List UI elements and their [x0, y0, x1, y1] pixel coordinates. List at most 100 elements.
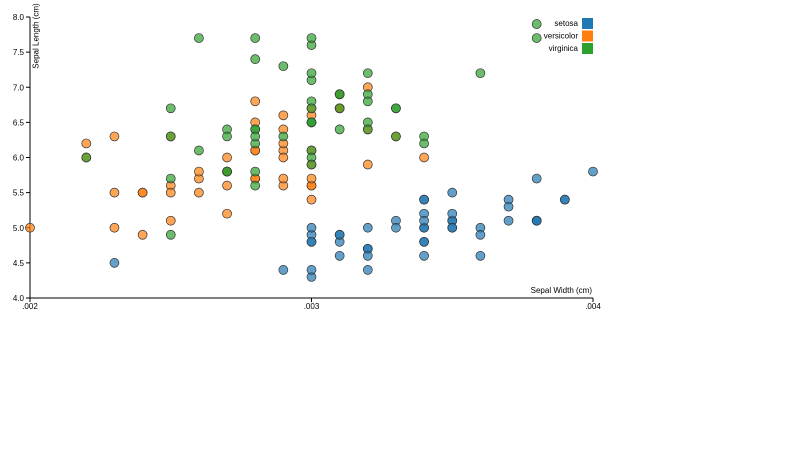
point [109, 222, 120, 233]
point [334, 124, 345, 135]
legend-label: versicolor [544, 32, 579, 41]
point [165, 187, 176, 198]
point [503, 201, 514, 212]
legend-swatch [582, 43, 593, 54]
point [334, 103, 345, 114]
point [165, 173, 176, 184]
point [81, 152, 92, 163]
point [250, 54, 261, 65]
point [362, 96, 373, 107]
x-tick-label: .002 [22, 302, 38, 311]
y-tick-label: 5.0 [13, 224, 25, 233]
y-tick-label: 6.5 [13, 118, 25, 127]
legend-swatch [582, 30, 593, 42]
point [278, 265, 289, 275]
x-tick-label: .004 [585, 302, 601, 311]
point [419, 236, 429, 247]
point [419, 152, 429, 163]
y-tick-label: 6.0 [13, 154, 25, 163]
point [391, 222, 401, 233]
point [306, 103, 317, 114]
x-axis-title: Sepal Width (cm) [531, 286, 593, 295]
point [222, 180, 232, 191]
legend-swatch [582, 18, 593, 29]
point [362, 159, 373, 170]
point [391, 103, 401, 114]
point [362, 265, 373, 275]
point [334, 229, 345, 240]
point [109, 131, 120, 142]
point [419, 194, 429, 205]
point [25, 222, 35, 233]
point [250, 180, 261, 191]
point [306, 159, 317, 170]
point [306, 68, 317, 79]
point [250, 33, 261, 43]
y-tick-label: 4.5 [13, 259, 25, 268]
point [447, 187, 458, 198]
point [278, 173, 289, 184]
point [306, 117, 317, 128]
point [109, 258, 120, 268]
point [362, 124, 373, 135]
y-tick-label: 7.5 [13, 48, 25, 57]
point [531, 19, 542, 29]
point [306, 236, 317, 247]
point [447, 208, 458, 219]
point [81, 138, 92, 149]
point [278, 152, 289, 163]
point [194, 166, 204, 177]
x-tick-label: .003 [304, 302, 320, 311]
point [559, 194, 570, 205]
point [475, 68, 486, 79]
point [137, 187, 148, 198]
point [194, 145, 204, 156]
y-tick-label: 4.0 [13, 294, 25, 303]
point [419, 251, 429, 261]
legend-label: virginica [549, 44, 579, 53]
point [165, 131, 176, 142]
point [391, 131, 401, 142]
point [222, 131, 232, 142]
point [250, 166, 261, 177]
y-axis-title: Sepal Length (cm) [32, 3, 41, 69]
point [194, 33, 204, 43]
point [165, 229, 176, 240]
point [475, 229, 486, 240]
point [222, 208, 232, 219]
y-tick-label: 8.0 [13, 13, 25, 22]
point [278, 110, 289, 121]
point [165, 215, 176, 226]
point [362, 68, 373, 79]
point [447, 222, 458, 233]
point [137, 229, 148, 240]
point [250, 96, 261, 107]
point [250, 131, 261, 142]
point [306, 265, 317, 275]
y-tick-label: 7.0 [13, 83, 25, 92]
point [306, 33, 317, 43]
point [306, 222, 317, 233]
point [531, 173, 542, 184]
point [419, 215, 429, 226]
point [503, 215, 514, 226]
point [194, 187, 204, 198]
point [588, 166, 598, 177]
point [222, 152, 232, 163]
point [306, 194, 317, 205]
point [475, 251, 486, 261]
point [334, 89, 345, 100]
point [278, 131, 289, 142]
point [362, 251, 373, 261]
point [531, 215, 542, 226]
y-tick-label: 5.5 [13, 189, 25, 198]
point [531, 33, 542, 43]
point [278, 61, 289, 72]
point [306, 173, 317, 184]
point [222, 166, 232, 177]
point [334, 251, 345, 261]
legend-label: setosa [554, 19, 578, 28]
point [165, 103, 176, 114]
point [109, 187, 120, 198]
